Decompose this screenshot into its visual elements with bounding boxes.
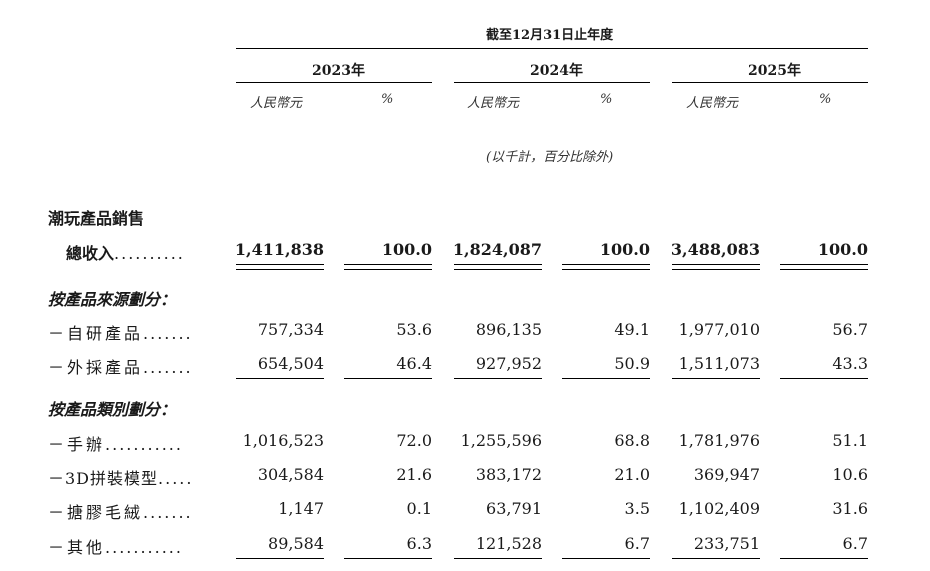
cell-pct: 0.1 bbox=[406, 499, 432, 518]
total-2025-value: 3,488,083 bbox=[670, 240, 760, 259]
cell-value: 1,255,596 bbox=[460, 431, 542, 450]
leader-dots: .......... bbox=[114, 244, 185, 263]
year-2023: 2023年 bbox=[312, 63, 365, 79]
subtotal-rule bbox=[454, 378, 542, 379]
currency-2025: 人民幣元 bbox=[686, 96, 739, 111]
year-rule-2025 bbox=[672, 82, 868, 83]
section-title: 潮玩產品銷售 bbox=[48, 209, 145, 228]
cell-pct: 6.7 bbox=[842, 534, 868, 553]
total-2024-pct: 100.0 bbox=[599, 240, 650, 259]
cell-pct: 50.9 bbox=[614, 354, 650, 373]
year-2024: 2024年 bbox=[530, 63, 583, 79]
total-2024-value: 1,824,087 bbox=[452, 240, 542, 259]
cell-value: 896,135 bbox=[475, 320, 542, 339]
by-source-title: 按產品來源劃分： bbox=[48, 290, 177, 309]
total-double-rule bbox=[562, 264, 650, 270]
percent-2023: % bbox=[381, 92, 394, 107]
row-label: －其他........... bbox=[48, 534, 183, 558]
currency-2023: 人民幣元 bbox=[250, 96, 303, 111]
cell-value: 1,016,523 bbox=[242, 431, 324, 450]
cell-value: 233,751 bbox=[693, 534, 760, 553]
subtotal-rule bbox=[672, 378, 760, 379]
row-label-text: －搪膠毛絨 bbox=[48, 503, 144, 522]
total-2023-value: 1,411,838 bbox=[234, 240, 324, 259]
subtotal-rule bbox=[780, 558, 868, 559]
subtotal-rule bbox=[672, 558, 760, 559]
subtotal-rule bbox=[236, 378, 324, 379]
year-rule-2023 bbox=[236, 82, 432, 83]
cell-pct: 31.6 bbox=[832, 499, 868, 518]
total-double-rule bbox=[454, 264, 542, 270]
total-2023-pct: 100.0 bbox=[381, 240, 432, 259]
percent-2025: % bbox=[819, 92, 832, 107]
cell-pct: 10.6 bbox=[832, 465, 868, 484]
row-label-text: －自研產品 bbox=[48, 324, 144, 343]
by-category-title: 按產品類別劃分： bbox=[48, 400, 177, 419]
units-note: (以千計，百分比除外) bbox=[486, 150, 614, 165]
cell-pct: 68.8 bbox=[614, 431, 650, 450]
cell-value: 383,172 bbox=[475, 465, 542, 484]
cell-pct: 53.6 bbox=[396, 320, 432, 339]
cell-pct: 43.3 bbox=[832, 354, 868, 373]
cell-value: 121,528 bbox=[475, 534, 542, 553]
row-label-text: －其他 bbox=[48, 538, 106, 557]
cell-value: 654,504 bbox=[257, 354, 324, 373]
cell-value: 304,584 bbox=[257, 465, 324, 484]
row-label: －3D拼裝模型..... bbox=[48, 465, 193, 489]
percent-2024: % bbox=[600, 92, 613, 107]
cell-value: 1,511,073 bbox=[678, 354, 760, 373]
subtotal-rule bbox=[344, 558, 432, 559]
cell-pct: 21.0 bbox=[614, 465, 650, 484]
cell-pct: 46.4 bbox=[396, 354, 432, 373]
subtotal-rule bbox=[562, 558, 650, 559]
row-label: －自研產品....... bbox=[48, 320, 193, 344]
cell-value: 1,102,409 bbox=[678, 499, 760, 518]
subtotal-rule bbox=[454, 558, 542, 559]
subtotal-rule bbox=[780, 378, 868, 379]
period-header: 截至12月31日止年度 bbox=[486, 28, 614, 43]
cell-pct: 6.3 bbox=[406, 534, 432, 553]
leader-dots: ..... bbox=[158, 469, 194, 488]
cell-pct: 49.1 bbox=[614, 320, 650, 339]
cell-value: 63,791 bbox=[486, 499, 542, 518]
cell-value: 927,952 bbox=[475, 354, 542, 373]
total-double-rule bbox=[344, 264, 432, 270]
cell-value: 1,147 bbox=[278, 499, 324, 518]
subtotal-rule bbox=[236, 558, 324, 559]
leader-dots: ....... bbox=[143, 503, 193, 522]
cell-value: 89,584 bbox=[268, 534, 324, 553]
row-label: －外採產品....... bbox=[48, 354, 193, 378]
leader-dots: ........... bbox=[105, 435, 183, 454]
currency-2024: 人民幣元 bbox=[467, 96, 520, 111]
leader-dots: ........... bbox=[105, 538, 183, 557]
subtotal-rule bbox=[344, 378, 432, 379]
total-double-rule bbox=[672, 264, 760, 270]
row-label: －手辦........... bbox=[48, 431, 183, 455]
period-rule bbox=[236, 48, 868, 49]
cell-value: 369,947 bbox=[693, 465, 760, 484]
total-double-rule bbox=[236, 264, 324, 270]
total-double-rule bbox=[780, 264, 868, 270]
cell-pct: 51.1 bbox=[832, 431, 868, 450]
cell-value: 757,334 bbox=[257, 320, 324, 339]
cell-pct: 72.0 bbox=[396, 431, 432, 450]
cell-value: 1,977,010 bbox=[678, 320, 760, 339]
total-label-text: 總收入 bbox=[66, 244, 115, 263]
subtotal-rule bbox=[562, 378, 650, 379]
total-2025-pct: 100.0 bbox=[817, 240, 868, 259]
cell-pct: 21.6 bbox=[396, 465, 432, 484]
cell-pct: 6.7 bbox=[624, 534, 650, 553]
cell-value: 1,781,976 bbox=[678, 431, 760, 450]
row-label-text: －手辦 bbox=[48, 435, 106, 454]
leader-dots: ....... bbox=[143, 358, 193, 377]
total-label: 總收入.......... bbox=[66, 240, 185, 264]
year-rule-2024 bbox=[454, 82, 650, 83]
year-2025: 2025年 bbox=[748, 63, 801, 79]
row-label: －搪膠毛絨....... bbox=[48, 499, 193, 523]
row-label-text: －外採產品 bbox=[48, 358, 144, 377]
cell-pct: 56.7 bbox=[832, 320, 868, 339]
row-label-text: －3D拼裝模型 bbox=[48, 469, 159, 488]
cell-pct: 3.5 bbox=[624, 499, 650, 518]
leader-dots: ....... bbox=[143, 324, 193, 343]
